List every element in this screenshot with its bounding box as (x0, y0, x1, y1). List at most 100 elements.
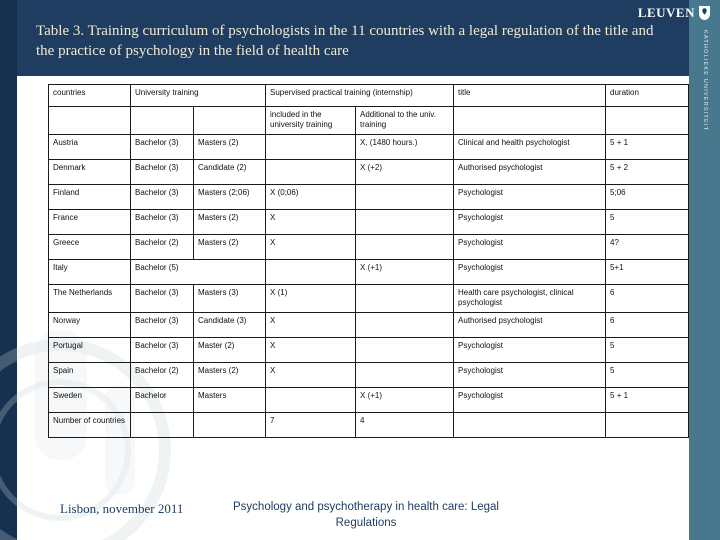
table-row: Sweden Bachelor Masters X (+1) Psychologist 5… (48, 386, 690, 413)
leuven-shield-icon (698, 5, 711, 21)
left-accent-bar (0, 0, 17, 540)
cell-university-degree-2: Masters (3) (192, 284, 267, 313)
cell-university-degree-2 (192, 411, 267, 438)
cell-internship-included: 7 (265, 411, 357, 438)
cell-internship-included (265, 259, 357, 285)
cell-university-degree-2: Masters (2) (192, 209, 267, 235)
cell-university-degree-2: Master (2) (192, 336, 267, 363)
leuven-logo: LEUVEN (638, 5, 711, 21)
cell-country: The Netherlands (48, 284, 131, 313)
cell-university-degree-1: Bachelor (3) (130, 284, 194, 313)
cell-university-degree-2: Masters (2) (192, 234, 267, 260)
cell-university: Bachelor (5) (129, 259, 267, 285)
curriculum-table: countries University training Supervised p… (48, 84, 690, 438)
cell-duration: 5 (605, 336, 690, 363)
cell-internship-included: X (1) (265, 284, 357, 313)
cell-duration: 5 (605, 361, 690, 388)
cell-internship-additional: X, (1480 hours.) (355, 134, 455, 160)
cell-country: Spain (48, 361, 131, 388)
cell-country: Sweden (48, 386, 131, 413)
cell-professional-title: Psychologist (453, 361, 607, 388)
cell-country: France (48, 209, 131, 235)
cell-internship-additional: X (+1) (355, 259, 455, 285)
title-band (17, 0, 689, 76)
right-sidebar (689, 0, 720, 540)
cell-internship-additional (355, 311, 455, 338)
cell-university-degree-2: Masters (2) (192, 134, 267, 160)
cell-university-degree-1: Bachelor (3) (130, 311, 194, 338)
table-row: Austria Bachelor (3) Masters (2) X, (1480 h… (48, 134, 690, 160)
header-spacer (48, 106, 131, 135)
header-supervised-training: Supervised practical training (internshi… (265, 84, 455, 107)
header-included-in-university: included in the university training (265, 106, 357, 135)
cell-country: Number of countries (48, 411, 131, 438)
table-row: Portugal Bachelor (3) Master (2) X Psycholog… (48, 336, 690, 363)
table-row: The Netherlands Bachelor (3) Masters (3) X … (48, 284, 690, 313)
table-row: Finland Bachelor (3) Masters (2;06) X (0;06… (48, 184, 690, 210)
cell-university-degree-1 (130, 411, 194, 438)
cell-duration: 6 (605, 311, 690, 338)
cell-internship-included: X (0;06) (265, 184, 357, 210)
cell-internship-additional (355, 361, 455, 388)
header-university-training: University training (129, 84, 267, 107)
cell-internship-additional: X (+1) (355, 386, 455, 413)
cell-professional-title: Health care psychologist, clinical psych… (453, 284, 607, 313)
cell-professional-title: Psychologist (453, 336, 607, 363)
cell-duration: 5 (605, 209, 690, 235)
cell-professional-title: Authorised psychologist (453, 159, 607, 185)
cell-university-degree-2: Candidate (3) (192, 311, 267, 338)
cell-duration (605, 411, 690, 438)
cell-internship-included: X (265, 361, 357, 388)
cell-university-degree-1: Bachelor (3) (130, 209, 194, 235)
cell-internship-included (265, 159, 357, 185)
cell-university-degree-1: Bachelor (3) (130, 159, 194, 185)
table-row: Denmark Bachelor (3) Candidate (2) X (+2) Au… (48, 159, 690, 185)
footer-presentation-title: Psychology and psychotherapy in health c… (233, 501, 499, 529)
table-row: Number of countries 7 4 (48, 411, 690, 438)
cell-duration: 5 + 1 (605, 134, 690, 160)
header-spacer (453, 106, 607, 135)
cell-internship-additional: 4 (355, 411, 455, 438)
cell-country: Italy (48, 259, 131, 285)
cell-internship-additional (355, 336, 455, 363)
cell-duration: 6 (605, 284, 690, 313)
cell-country: Denmark (48, 159, 131, 185)
cell-professional-title: Psychologist (453, 259, 607, 285)
cell-country: Norway (48, 311, 131, 338)
cell-internship-included: X (265, 209, 357, 235)
cell-university-degree-2: Masters (2) (192, 361, 267, 388)
cell-internship-included: X (265, 234, 357, 260)
cell-internship-included (265, 386, 357, 413)
header-spacer (605, 106, 690, 135)
cell-internship-additional (355, 209, 455, 235)
cell-university-degree-2: Masters (192, 386, 267, 413)
table-row: Norway Bachelor (3) Candidate (3) X Authoris… (48, 311, 690, 338)
header-duration: duration (605, 84, 690, 107)
cell-duration: 5 + 1 (605, 386, 690, 413)
header-spacer (192, 106, 267, 135)
table-row: Spain Bachelor (2) Masters (2) X Psychologis… (48, 361, 690, 388)
header-title: title (453, 84, 607, 107)
cell-university-degree-2: Candidate (2) (192, 159, 267, 185)
cell-internship-additional: X (+2) (355, 159, 455, 185)
cell-duration: 5 + 2 (605, 159, 690, 185)
cell-university-degree-1: Bachelor (3) (130, 336, 194, 363)
cell-internship-additional (355, 234, 455, 260)
cell-internship-included (265, 134, 357, 160)
cell-university-degree-1: Bachelor (3) (130, 184, 194, 210)
slide-title: Table 3. Training curriculum of psycholo… (36, 23, 654, 60)
cell-internship-included: X (265, 311, 357, 338)
cell-university-degree-1: Bachelor (3) (130, 134, 194, 160)
cell-professional-title: Psychologist (453, 386, 607, 413)
cell-professional-title (453, 411, 607, 438)
cell-professional-title: Clinical and health psychologist (453, 134, 607, 160)
cell-country: Greece (48, 234, 131, 260)
cell-country: Austria (48, 134, 131, 160)
cell-university-degree-1: Bachelor (2) (130, 234, 194, 260)
leuven-wordmark: LEUVEN (637, 5, 695, 20)
cell-internship-included: X (265, 336, 357, 363)
cell-university-degree-1: Bachelor (2) (130, 361, 194, 388)
header-countries: countries (48, 84, 131, 107)
footer-date: Lisbon, november 2011 (60, 501, 184, 516)
